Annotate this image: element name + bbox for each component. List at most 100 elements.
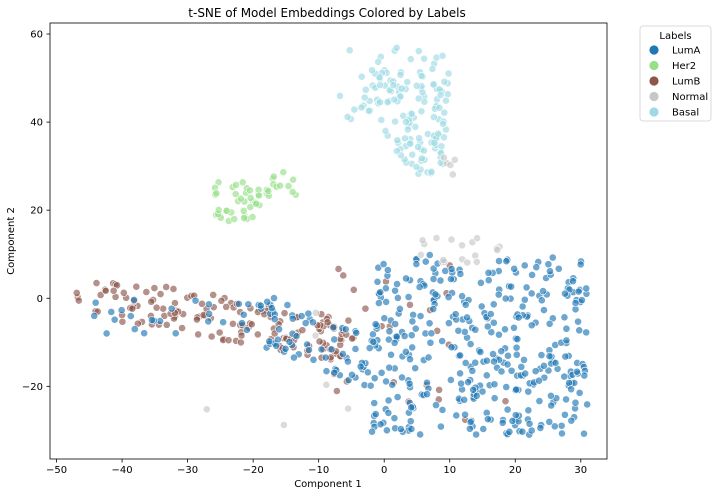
data-point-luma [405, 379, 414, 388]
data-point-luma [504, 351, 512, 360]
data-point-luma [290, 353, 298, 362]
data-point-luma [547, 401, 556, 410]
legend-label-her2: Her2 [672, 61, 696, 72]
data-point-luma [415, 283, 424, 291]
data-point-luma [454, 326, 463, 335]
data-point-luma [424, 353, 433, 362]
data-point-luma [283, 301, 292, 309]
data-point-luma [263, 297, 272, 306]
legend-marker-normal [649, 91, 659, 102]
data-point-lumb [361, 304, 370, 313]
data-point-lumb [229, 319, 237, 328]
data-point-basal [434, 129, 443, 138]
data-point-basal [391, 117, 399, 126]
data-point-luma [265, 337, 274, 346]
data-point-basal [417, 107, 426, 116]
data-point-basal [392, 43, 401, 52]
data-point-lumb [247, 320, 256, 329]
data-point-luma [524, 406, 533, 415]
data-point-luma [561, 410, 569, 419]
data-point-luma [317, 345, 326, 354]
data-point-luma [426, 338, 435, 347]
data-point-luma [438, 337, 447, 345]
data-point-lumb [224, 336, 233, 345]
data-point-luma [501, 294, 510, 303]
data-point-luma [502, 257, 511, 266]
data-point-luma [490, 357, 498, 366]
data-point-luma [527, 426, 536, 435]
data-point-luma [520, 261, 529, 270]
data-point-basal [440, 77, 449, 86]
data-point-luma [575, 388, 584, 397]
data-point-luma [107, 308, 116, 316]
data-point-luma [102, 329, 111, 338]
data-point-luma [341, 325, 350, 334]
data-point-luma [539, 287, 547, 295]
data-point-luma [382, 426, 391, 435]
data-point-luma [535, 397, 544, 405]
legend-label-normal: Normal [672, 92, 708, 103]
data-point-luma [495, 257, 503, 265]
data-point-basal [406, 55, 415, 64]
data-point-luma [110, 315, 119, 324]
data-point-lumb [435, 385, 444, 394]
data-point-luma [528, 271, 536, 279]
data-point-normal [448, 170, 457, 179]
data-point-luma [381, 284, 390, 293]
data-point-luma [545, 352, 554, 361]
data-point-lumb [147, 297, 156, 306]
data-point-luma [536, 424, 545, 432]
data-point-basal [439, 120, 447, 128]
data-point-luma [377, 368, 386, 377]
data-point-luma [535, 376, 543, 385]
data-point-normal [344, 404, 353, 413]
data-point-luma [561, 352, 570, 361]
data-point-lumb [209, 291, 218, 299]
data-point-luma [425, 251, 434, 259]
data-point-luma [477, 302, 486, 311]
y-tick-label: 20 [30, 206, 43, 217]
data-point-lumb [217, 296, 226, 305]
data-point-basal [374, 57, 383, 66]
data-point-basal [390, 95, 399, 104]
data-point-luma [407, 425, 416, 433]
data-point-basal [396, 92, 405, 101]
data-point-luma [569, 277, 577, 286]
y-axis: −20 0 20 40 60 [22, 30, 50, 393]
data-point-luma [140, 329, 149, 338]
data-point-luma [344, 357, 352, 366]
data-point-luma [288, 314, 297, 323]
data-point-basal [401, 134, 409, 143]
data-point-luma [518, 302, 527, 311]
data-point-luma [374, 299, 383, 307]
data-point-lumb [334, 265, 343, 273]
data-point-normal [311, 331, 320, 340]
data-point-luma [352, 328, 361, 337]
data-point-luma [421, 257, 430, 266]
data-point-luma [416, 312, 425, 320]
data-point-basal [377, 116, 386, 124]
data-point-lumb [152, 303, 161, 312]
data-point-luma [490, 394, 499, 403]
data-point-luma [545, 319, 554, 328]
data-point-normal [471, 251, 480, 260]
x-tick-label: −20 [243, 465, 264, 476]
data-point-lumb [315, 337, 324, 346]
data-point-normal [418, 236, 427, 245]
data-point-lumb [193, 315, 201, 324]
data-point-luma [407, 403, 416, 412]
data-point-luma [512, 343, 521, 352]
data-point-luma [497, 367, 506, 376]
data-point-luma [322, 367, 331, 376]
data-point-luma [468, 366, 477, 375]
data-point-luma [537, 296, 546, 305]
data-point-luma [384, 396, 393, 405]
data-point-luma [490, 380, 499, 389]
data-point-luma [167, 304, 176, 313]
data-point-her2 [254, 191, 263, 200]
data-point-luma [520, 295, 529, 304]
data-point-luma [407, 331, 416, 340]
data-point-basal [357, 72, 366, 81]
y-tick-label: 60 [30, 30, 43, 41]
data-point-luma [510, 264, 519, 273]
